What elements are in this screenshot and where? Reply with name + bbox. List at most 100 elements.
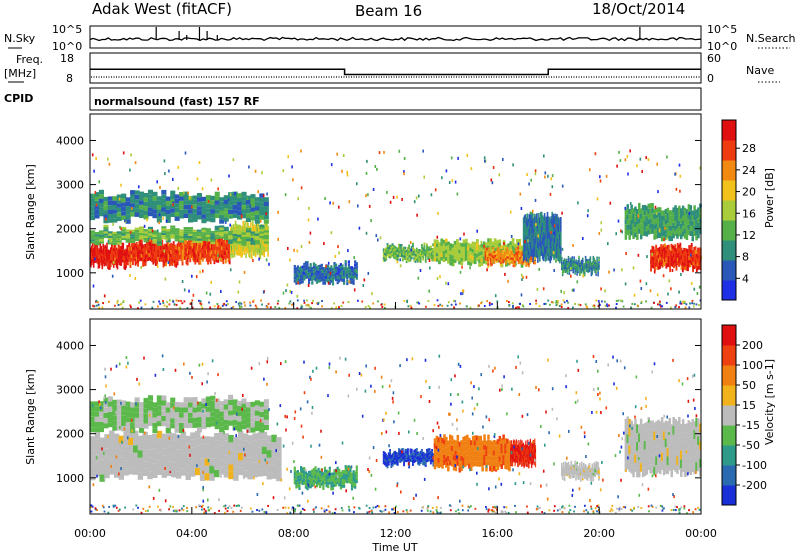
heatmap-cell — [257, 433, 262, 440]
heatmap-cell — [578, 258, 580, 260]
heatmap-cell — [224, 441, 229, 448]
heatmap-noise — [123, 151, 125, 154]
heatmap-ground — [547, 300, 549, 302]
heatmap-noise — [399, 258, 401, 261]
heatmap-cell — [264, 399, 269, 404]
heatmap-cell — [201, 219, 206, 223]
heatmap-ground — [453, 300, 455, 302]
heatmap-cell — [406, 261, 408, 263]
heatmap-cell — [224, 399, 229, 404]
heatmap-cell — [491, 261, 493, 263]
heatmap-noise — [453, 263, 455, 266]
heatmap-cell — [135, 208, 140, 212]
heatmap-cell — [126, 407, 131, 412]
heatmap-noise — [521, 207, 523, 210]
heatmap-cell — [144, 229, 149, 231]
heatmap-cell — [456, 239, 459, 243]
heatmap-cell — [276, 467, 281, 474]
heatmap-cell — [250, 203, 255, 207]
heatmap-cell — [233, 205, 238, 209]
heatmap-cell — [176, 457, 181, 464]
power-heatmap — [90, 149, 702, 309]
heatmap-cell — [206, 208, 211, 212]
heatmap-cell — [488, 249, 490, 251]
heatmap-cell — [161, 228, 166, 230]
heatmap-cell — [248, 443, 253, 450]
heatmap-cell — [255, 219, 260, 223]
heatmap-ground — [157, 306, 159, 308]
colorbar-tick-label: 4 — [742, 272, 749, 285]
heatmap-cell — [103, 229, 108, 231]
heatmap-cell — [518, 239, 521, 243]
heatmap-cell — [311, 282, 313, 285]
heatmap-cell — [179, 232, 184, 234]
heatmap-cell — [188, 218, 193, 222]
heatmap-ground — [361, 301, 363, 303]
colorbar-tick-label: 28 — [742, 142, 756, 155]
heatmap-noise — [156, 180, 158, 183]
heatmap-ground — [239, 307, 241, 309]
heatmap-cell — [597, 274, 599, 276]
heatmap-noise — [390, 201, 392, 204]
heatmap-cell — [144, 403, 149, 408]
heatmap-ground — [523, 305, 525, 307]
heatmap-cell — [504, 247, 506, 249]
heatmap-cell — [598, 268, 600, 270]
heatmap-noise — [530, 212, 532, 215]
heatmap-cell — [592, 273, 594, 275]
nave-tick-bottom: 0 — [707, 72, 714, 85]
heatmap-noise — [363, 284, 365, 287]
heatmap-cell — [130, 212, 135, 216]
heatmap-ground — [301, 306, 303, 308]
heatmap-ground — [174, 303, 176, 305]
heatmap-noise — [659, 229, 661, 232]
heatmap-cell — [133, 460, 138, 467]
heatmap-ground — [365, 306, 367, 308]
heatmap-cell — [246, 209, 251, 213]
heatmap-noise — [375, 165, 377, 168]
heatmap-cell — [179, 402, 184, 407]
heatmap-cell — [161, 406, 166, 411]
heatmap-cell — [271, 442, 276, 449]
heatmap-cell — [188, 413, 193, 418]
heatmap-noise — [604, 289, 606, 292]
heatmap-cell — [210, 233, 215, 235]
heatmap-cell — [126, 238, 131, 240]
heatmap-cell — [219, 234, 224, 236]
heatmap-cell — [197, 427, 202, 432]
heatmap-cell — [99, 233, 104, 235]
heatmap-noise — [130, 153, 132, 156]
heatmap-cell — [210, 260, 212, 264]
heatmap-noise — [159, 213, 161, 216]
heatmap-noise — [277, 211, 279, 214]
heatmap-cell — [108, 402, 113, 407]
heatmap-noise — [293, 249, 295, 252]
heatmap-noise — [301, 186, 303, 189]
heatmap-cell — [144, 236, 149, 238]
heatmap-noise — [368, 272, 370, 275]
heatmap-ground — [621, 300, 623, 302]
heatmap-cell — [161, 235, 166, 237]
heatmap-noise — [663, 274, 665, 277]
heatmap-cell — [219, 236, 224, 238]
heatmap-cell — [114, 434, 119, 441]
heatmap-cell — [219, 445, 224, 452]
heatmap-cell — [112, 236, 117, 238]
colorbar-swatch — [722, 200, 736, 221]
heatmap-ground — [410, 305, 412, 307]
heatmap-cell — [210, 235, 215, 237]
heatmap-cell — [104, 441, 109, 448]
heatmap-cell — [147, 435, 152, 442]
heatmap-cell — [267, 465, 272, 472]
heatmap-cell — [95, 407, 100, 412]
heatmap-noise — [228, 175, 230, 178]
heatmap-ground — [169, 303, 171, 305]
heatmap-noise — [512, 163, 514, 166]
heatmap-cell — [197, 407, 202, 412]
heatmap-cell — [193, 402, 198, 407]
heatmap-ground — [689, 303, 691, 305]
heatmap-noise — [172, 178, 174, 181]
heatmap-cell — [695, 246, 697, 250]
heatmap-cell — [128, 460, 133, 467]
heatmap-cell — [90, 207, 95, 211]
